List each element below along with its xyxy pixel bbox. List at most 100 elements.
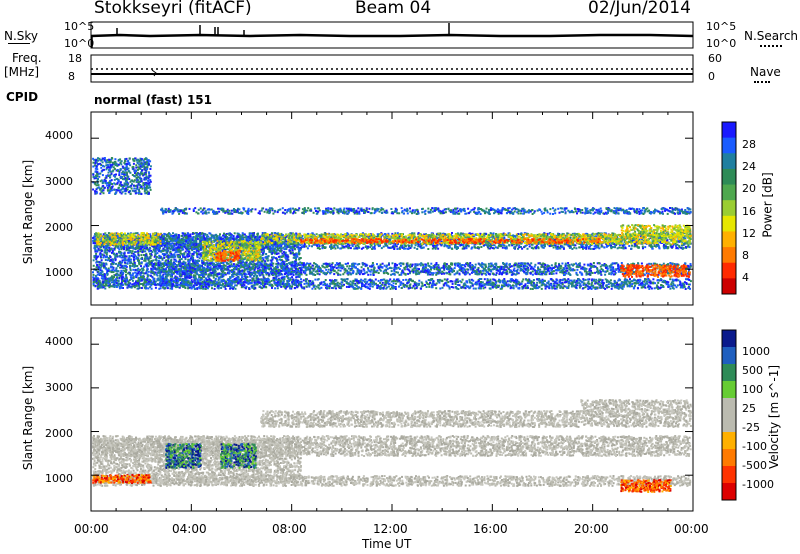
power-cell: [283, 248, 285, 250]
power-cell: [237, 261, 239, 263]
power-cell: [324, 247, 326, 249]
power-cell: [148, 259, 150, 261]
power-cell: [129, 268, 131, 270]
power-cell: [383, 246, 385, 248]
power-cell: [296, 256, 298, 258]
power-cell: [185, 258, 187, 260]
power-cell: [598, 247, 600, 249]
power-cell: [140, 254, 142, 256]
power-cell: [193, 251, 195, 253]
power-cell: [391, 233, 393, 235]
power-cell: [665, 247, 667, 249]
power-cell: [118, 270, 120, 272]
power-cell: [571, 248, 573, 250]
power-cell: [356, 247, 358, 249]
power-cell: [182, 241, 184, 243]
power-cell: [348, 247, 350, 249]
power-cell: [175, 233, 177, 235]
power-cell: [337, 247, 339, 249]
power-cell: [553, 247, 555, 249]
power-cell: [631, 248, 633, 250]
power-cell: [178, 236, 180, 238]
power-cell: [264, 260, 266, 262]
power-cell: [529, 245, 531, 247]
power-cell: [154, 253, 156, 255]
power-cell: [166, 246, 168, 248]
power-cell: [502, 247, 504, 249]
power-cell: [688, 244, 690, 246]
power-cell: [480, 246, 482, 248]
power-cell: [181, 235, 183, 237]
power-cell: [349, 244, 351, 246]
power-cell: [95, 258, 97, 260]
power-cell: [170, 256, 172, 258]
power-cell: [498, 245, 500, 247]
power-cell: [604, 246, 606, 248]
power-cell: [196, 255, 198, 257]
power-cell: [170, 253, 172, 255]
power-cell: [279, 250, 281, 252]
power-cell: [115, 263, 117, 265]
power-cell: [191, 253, 193, 255]
power-cell: [681, 245, 683, 247]
power-cell: [448, 246, 450, 248]
power-cell: [262, 260, 264, 262]
power-cell: [125, 271, 127, 273]
power-cell: [355, 245, 357, 247]
power-cell: [518, 246, 520, 248]
power-cell: [234, 232, 236, 234]
power-cell: [128, 252, 130, 254]
power-cell: [286, 260, 288, 262]
power-cell: [159, 275, 161, 277]
power-cell: [295, 276, 297, 278]
power-cell: [93, 274, 95, 276]
power-cell: [650, 246, 652, 248]
power-cell: [154, 256, 156, 258]
power-cell: [561, 246, 563, 248]
power-cell: [644, 246, 646, 248]
power-cell: [316, 245, 318, 247]
power-cell: [140, 265, 142, 267]
power-cell: [513, 247, 515, 249]
power-cell: [593, 248, 595, 250]
power-cell: [174, 256, 176, 258]
power-cell: [102, 256, 104, 258]
power-cell: [331, 244, 333, 246]
power-cell: [133, 266, 135, 268]
power-cell: [192, 260, 194, 262]
power-cell: [233, 239, 235, 241]
power-cell: [299, 250, 301, 252]
power-cell: [183, 237, 185, 239]
power-cell: [110, 267, 112, 269]
power-cell: [277, 249, 279, 251]
power-cell: [396, 248, 398, 250]
power-cell: [551, 245, 553, 247]
power-cell: [257, 236, 259, 238]
power-cell: [590, 248, 592, 250]
power-cell: [291, 276, 293, 278]
power-cell: [585, 246, 587, 248]
power-cell: [414, 247, 416, 249]
power-cell: [619, 244, 621, 246]
power-cell: [652, 248, 654, 250]
power-cell: [330, 248, 332, 250]
power-cell: [563, 248, 565, 250]
power-cell: [172, 247, 174, 249]
power-cell: [200, 245, 202, 247]
power-cell: [164, 245, 166, 247]
power-cell: [159, 236, 161, 238]
power-cell: [542, 247, 544, 249]
power-cell: [322, 246, 324, 248]
power-cell: [201, 236, 203, 238]
power-cell: [196, 248, 198, 250]
power-cell: [292, 284, 294, 286]
power-cell: [201, 260, 203, 262]
power-cell: [199, 238, 201, 240]
power-cell: [94, 240, 96, 242]
power-cell: [133, 276, 135, 278]
power-cell: [92, 271, 94, 273]
power-cell: [535, 246, 537, 248]
power-cell: [206, 239, 208, 241]
power-cell: [106, 274, 108, 276]
power-cell: [493, 232, 495, 234]
